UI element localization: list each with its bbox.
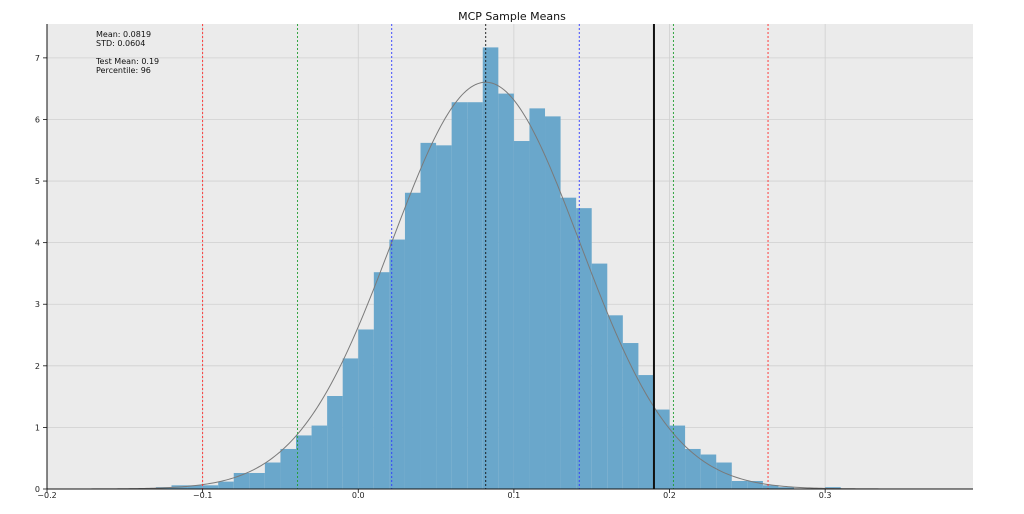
y-tick-label: 4 bbox=[35, 239, 40, 248]
test-mean-text: Test Mean: 0.19 bbox=[95, 57, 159, 66]
histogram-bar bbox=[778, 487, 795, 489]
x-tick-label: 0.2 bbox=[663, 491, 676, 500]
percentile-text: Percentile: 96 bbox=[96, 66, 151, 75]
x-ticks: −0.2 −0.1 0.0 0.1 0.2 0.3 bbox=[37, 489, 832, 500]
y-tick-label: 3 bbox=[35, 300, 40, 309]
stats-annotation: Mean: 0.0819 STD: 0.0604 Test Mean: 0.19… bbox=[95, 30, 159, 75]
histogram-bar bbox=[436, 145, 452, 490]
reference-lines bbox=[202, 24, 769, 489]
histogram-bars bbox=[155, 47, 841, 490]
y-tick-label: 7 bbox=[35, 54, 40, 63]
histogram-bar bbox=[653, 409, 670, 489]
histogram-bar bbox=[187, 485, 203, 489]
histogram-bar bbox=[373, 272, 390, 489]
x-tick-label: −0.2 bbox=[37, 491, 56, 500]
histogram-bar bbox=[498, 93, 514, 490]
x-tick-label: −0.1 bbox=[193, 491, 212, 500]
x-tick-label: 0.0 bbox=[352, 491, 365, 500]
axes bbox=[46, 24, 973, 490]
histogram-bar bbox=[467, 102, 483, 490]
histogram-bar bbox=[389, 239, 405, 489]
histogram-bar bbox=[264, 462, 281, 489]
histogram-bar bbox=[529, 108, 546, 489]
histogram-bar bbox=[560, 197, 577, 489]
mean-text: Mean: 0.0819 bbox=[96, 30, 151, 39]
histogram-bar bbox=[404, 192, 421, 489]
histogram-bar bbox=[700, 454, 717, 489]
y-tick-label: 5 bbox=[35, 177, 40, 186]
y-ticks: 0 1 2 3 4 5 6 7 bbox=[35, 54, 47, 494]
histogram-bar bbox=[451, 102, 468, 490]
y-tick-label: 6 bbox=[35, 115, 40, 124]
histogram-bar bbox=[669, 425, 686, 489]
histogram-bar bbox=[591, 263, 608, 489]
histogram-bar bbox=[249, 472, 265, 489]
histogram-bar bbox=[358, 329, 374, 489]
histogram-bar bbox=[342, 358, 359, 489]
histogram-bar bbox=[218, 481, 234, 489]
histogram-bar bbox=[685, 448, 701, 489]
histogram-bar bbox=[327, 396, 343, 489]
chart-title: MCP Sample Means bbox=[458, 10, 566, 23]
histogram-bar bbox=[638, 375, 654, 489]
y-tick-label: 2 bbox=[35, 362, 40, 371]
x-tick-label: 0.3 bbox=[819, 491, 832, 500]
histogram-bar bbox=[202, 485, 219, 489]
histogram-bar bbox=[622, 343, 639, 489]
x-tick-label: 0.1 bbox=[508, 491, 521, 500]
histogram-bar bbox=[716, 462, 732, 489]
std-text: STD: 0.0604 bbox=[96, 39, 145, 48]
histogram-bar bbox=[296, 435, 312, 489]
histogram-bar bbox=[545, 116, 561, 490]
histogram-bar bbox=[482, 47, 499, 490]
histogram-bar bbox=[747, 480, 763, 489]
histogram-bar bbox=[513, 141, 530, 489]
histogram-bar bbox=[607, 315, 623, 489]
histogram-bar bbox=[762, 485, 779, 489]
normal-curve bbox=[85, 81, 927, 490]
histogram-bar bbox=[576, 208, 592, 489]
histogram-bar bbox=[280, 448, 297, 489]
y-tick-label: 0 bbox=[35, 485, 40, 494]
histogram-bar bbox=[311, 425, 328, 489]
histogram-bar bbox=[420, 142, 437, 489]
histogram-bar bbox=[731, 480, 748, 489]
y-tick-label: 1 bbox=[35, 423, 40, 432]
